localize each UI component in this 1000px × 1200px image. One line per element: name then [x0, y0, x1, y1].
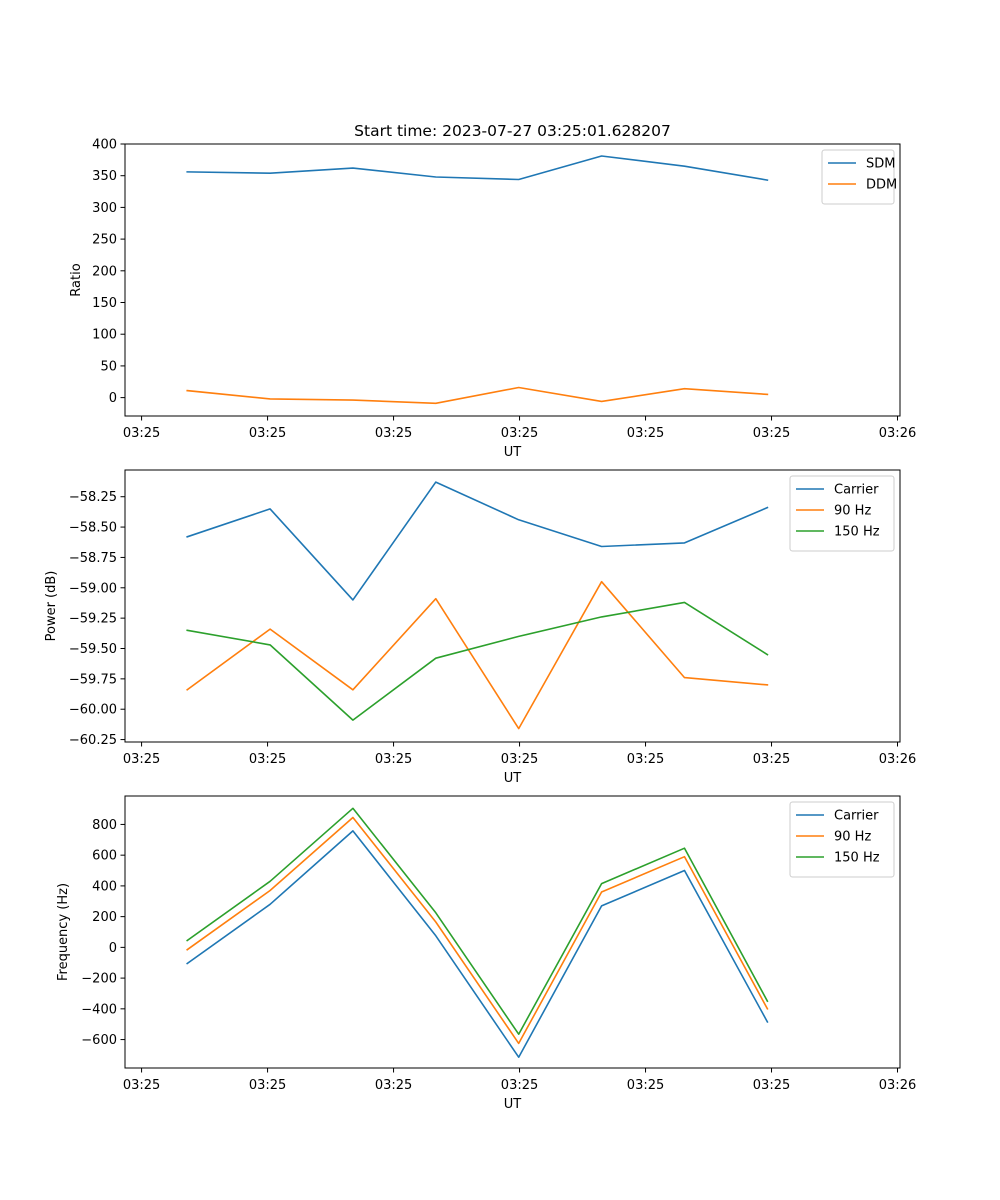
- y-tick-label: 300: [92, 201, 117, 216]
- y-axis-label: Power (dB): [44, 571, 59, 642]
- x-tick-label: 03:25: [501, 426, 538, 441]
- y-tick-label: 50: [100, 359, 117, 374]
- y-tick-label: −59.75: [69, 672, 117, 687]
- legend-label: Carrier: [834, 483, 879, 498]
- series-line-90-hz: [186, 580, 769, 730]
- subplot-frequency: 03:25 03:25 03:25 03:25 03:25 03:25 03:26 −600…: [56, 795, 916, 1112]
- x-tick-label: 03:25: [375, 426, 412, 441]
- x-tick-label: 03:25: [123, 752, 160, 767]
- y-axis-label: Frequency (Hz): [56, 883, 71, 981]
- x-tick-label: 03:25: [375, 752, 412, 767]
- x-axis-label: UT: [504, 445, 522, 460]
- plot-frame: [124, 143, 901, 417]
- y-tick-label: 0: [109, 941, 117, 956]
- chart-title: Start time: 2023-07-27 03:25:01.628207: [354, 122, 671, 140]
- y-tick-label: 800: [92, 818, 117, 833]
- legend: [789, 801, 895, 878]
- legend-label: 90 Hz: [834, 504, 871, 519]
- series-line-sdm: [186, 155, 769, 182]
- y-tick-label: −59.50: [69, 642, 117, 657]
- y-tick-label: 0: [109, 391, 117, 406]
- y-tick-label: 100: [92, 328, 117, 343]
- x-tick-label: 03:26: [879, 1078, 916, 1093]
- legend-label: 150 Hz: [834, 525, 880, 540]
- y-tick-label: 200: [92, 910, 117, 925]
- series-line-150-hz: [186, 601, 769, 721]
- x-tick-label: 03:26: [879, 752, 916, 767]
- series-line-ddm: [186, 386, 769, 405]
- y-tick-label: −58.25: [69, 490, 117, 505]
- y-tick-label: 350: [92, 169, 117, 184]
- series-line-carrier: [186, 481, 769, 601]
- x-tick-label: 03:25: [249, 1078, 286, 1093]
- y-tick-label: −60.00: [69, 703, 117, 718]
- x-axis-label: UT: [504, 771, 522, 786]
- x-tick-label: 03:25: [123, 426, 160, 441]
- x-tick-label: 03:25: [249, 426, 286, 441]
- legend-label: Carrier: [834, 809, 879, 824]
- plot-frame: [124, 469, 901, 743]
- x-tick-label: 03:25: [123, 1078, 160, 1093]
- x-tick-label: 03:25: [501, 1078, 538, 1093]
- series-line-carrier: [186, 830, 769, 1058]
- y-tick-label: −58.75: [69, 551, 117, 566]
- x-axis-label: UT: [504, 1097, 522, 1112]
- legend-label: 150 Hz: [834, 851, 880, 866]
- y-tick-label: −60.25: [69, 733, 117, 748]
- y-tick-label: −200: [81, 972, 117, 987]
- x-tick-label: 03:25: [753, 1078, 790, 1093]
- subplot-ratio: Start time: 2023-07-27 03:25:01.628207 0…: [69, 122, 916, 460]
- y-tick-label: −59.25: [69, 612, 117, 627]
- x-tick-label: 03:25: [249, 752, 286, 767]
- subplot-power: 03:25 03:25 03:25 03:25 03:25 03:25 03:26 −60.…: [44, 469, 916, 786]
- y-tick-label: 400: [92, 138, 117, 153]
- x-tick-label: 03:25: [753, 752, 790, 767]
- y-axis-label: Ratio: [69, 263, 84, 296]
- x-tick-label: 03:25: [627, 1078, 664, 1093]
- x-tick-label: 03:25: [375, 1078, 412, 1093]
- y-tick-label: −58.50: [69, 521, 117, 536]
- legend: [789, 475, 895, 552]
- y-tick-label: 150: [92, 296, 117, 311]
- y-tick-label: 400: [92, 879, 117, 894]
- y-tick-label: −600: [81, 1033, 117, 1048]
- x-tick-label: 03:25: [753, 426, 790, 441]
- y-tick-label: −59.00: [69, 581, 117, 596]
- y-tick-label: 200: [92, 264, 117, 279]
- x-tick-label: 03:26: [879, 426, 916, 441]
- series-line-90-hz: [186, 816, 769, 1045]
- legend-label: SDM: [866, 157, 895, 172]
- plot-frame: [124, 795, 901, 1069]
- x-tick-label: 03:25: [627, 426, 664, 441]
- y-tick-label: 600: [92, 849, 117, 864]
- x-tick-label: 03:25: [627, 752, 664, 767]
- x-tick-label: 03:25: [501, 752, 538, 767]
- legend-label: 90 Hz: [834, 830, 871, 845]
- y-tick-label: 250: [92, 233, 117, 248]
- series-line-150-hz: [186, 807, 769, 1035]
- y-tick-label: −400: [81, 1002, 117, 1017]
- legend-label: DDM: [866, 178, 897, 193]
